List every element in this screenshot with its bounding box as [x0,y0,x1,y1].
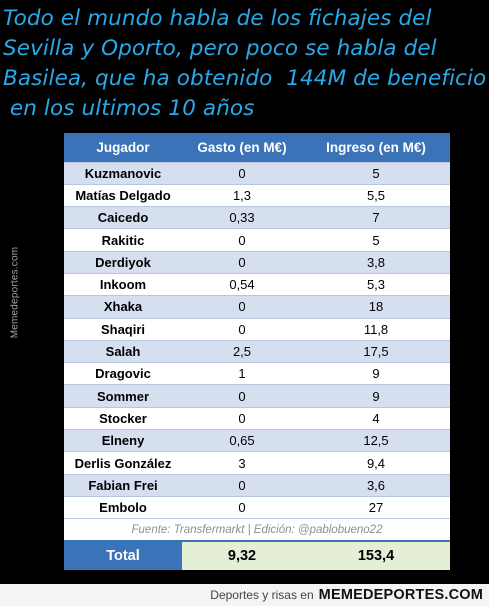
transfer-table-grid: Jugador Gasto (en M€) Ingreso (en M€) Ku… [64,133,450,570]
spend-value: 2,5 [182,339,302,363]
player-name: Stocker [64,406,182,430]
spend-value: 0 [182,384,302,408]
header-income: Ingreso (en M€) [302,133,450,162]
player-name: Embolo [64,495,182,519]
player-name: Inkoom [64,272,182,296]
headline-line-3: Basilea, que ha obtenido 144M de benefic… [3,66,487,91]
income-value: 9 [302,362,450,385]
table-row: Elneny 0,65 12,5 [64,429,450,452]
income-value: 3,8 [302,250,450,274]
total-label: Total [64,539,182,570]
header-spend: Gasto (en M€) [182,133,302,162]
transfer-table: Jugador Gasto (en M€) Ingreso (en M€) Ku… [64,133,450,570]
table-row: Shaqiri 0 11,8 [64,317,450,341]
total-spend: 9,32 [182,539,302,570]
table-header-row: Jugador Gasto (en M€) Ingreso (en M€) [64,133,450,162]
footer-tagline: Deportes y risas en [210,588,314,602]
headline-line-4: en los ultimos 10 años [3,96,255,121]
source-row: Fuente: Transfermarkt | Edición: @pablob… [64,518,450,541]
table-row: Sommer 0 9 [64,384,450,408]
spend-value: 0 [182,295,302,319]
income-value: 12,5 [302,429,450,452]
table-row: Kuzmanovic 0 5 [64,161,450,185]
table-row: Embolo 0 27 [64,495,450,519]
player-name: Matías Delgado [64,183,182,207]
spend-value: 0 [182,406,302,430]
spend-value: 0,33 [182,206,302,229]
table-row: Caicedo 0,33 7 [64,206,450,229]
income-value: 17,5 [302,339,450,363]
total-row: Total 9,32 153,4 [64,539,450,570]
table-row: Matías Delgado 1,3 5,5 [64,183,450,207]
table-row: Dragovic 1 9 [64,362,450,385]
player-name: Sommer [64,384,182,408]
income-value: 9,4 [302,451,450,475]
footer-bar: Deportes y risas en MEMEDEPORTES.COM [0,584,489,606]
income-value: 27 [302,495,450,519]
player-name: Rakitic [64,228,182,252]
income-value: 3,6 [302,473,450,497]
player-name: Dragovic [64,362,182,385]
table-row: Derdiyok 0 3,8 [64,250,450,274]
income-value: 18 [302,295,450,319]
total-income: 153,4 [302,539,450,570]
spend-value: 0 [182,495,302,519]
table-row: Stocker 0 4 [64,406,450,430]
headline-line-2: Sevilla y Oporto, pero poco se habla del [3,36,437,61]
spend-value: 0,54 [182,272,302,296]
source-credit: Fuente: Transfermarkt | Edición: @pablob… [64,518,450,541]
player-name: Shaqiri [64,317,182,341]
income-value: 5,3 [302,272,450,296]
player-name: Derdiyok [64,250,182,274]
income-value: 4 [302,406,450,430]
side-watermark: Memedeportes.com [2,232,28,352]
income-value: 5 [302,161,450,185]
spend-value: 3 [182,451,302,475]
player-name: Elneny [64,429,182,452]
income-value: 5 [302,228,450,252]
income-value: 9 [302,384,450,408]
header-player: Jugador [64,133,182,162]
side-watermark-text: Memedeportes.com [9,246,21,338]
table-row: Inkoom 0,54 5,3 [64,272,450,296]
table-row: Salah 2,5 17,5 [64,339,450,363]
spend-value: 0 [182,317,302,341]
table-row: Rakitic 0 5 [64,228,450,252]
footer-brand: MEMEDEPORTES.COM [318,587,483,603]
table-row: Xhaka 0 18 [64,295,450,319]
spend-value: 0,65 [182,429,302,452]
headline: Todo el mundo habla de los fichajes del S… [3,4,487,124]
table-row: Derlis González 3 9,4 [64,451,450,475]
player-name: Xhaka [64,295,182,319]
income-value: 5,5 [302,183,450,207]
spend-value: 1 [182,362,302,385]
spend-value: 1,3 [182,183,302,207]
spend-value: 0 [182,473,302,497]
player-name: Derlis González [64,451,182,475]
income-value: 11,8 [302,317,450,341]
income-value: 7 [302,206,450,229]
player-name: Kuzmanovic [64,161,182,185]
headline-line-1: Todo el mundo habla de los fichajes del [3,6,432,31]
player-name: Caicedo [64,206,182,229]
table-row: Fabian Frei 0 3,6 [64,473,450,497]
spend-value: 0 [182,228,302,252]
spend-value: 0 [182,250,302,274]
spend-value: 0 [182,161,302,185]
player-name: Salah [64,339,182,363]
player-name: Fabian Frei [64,473,182,497]
